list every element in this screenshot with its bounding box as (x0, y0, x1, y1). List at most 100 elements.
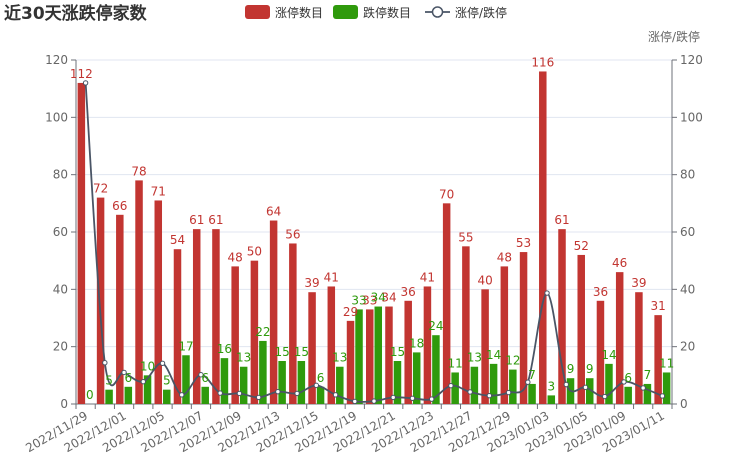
bar-limit-down[interactable] (355, 309, 363, 404)
ratio-point[interactable] (621, 379, 627, 385)
ratio-point[interactable] (486, 392, 493, 399)
ratio-point[interactable] (179, 392, 185, 398)
ratio-point[interactable] (217, 390, 223, 396)
ratio-point[interactable] (563, 381, 569, 388)
bar-limit-down[interactable] (605, 363, 613, 404)
bar-series[interactable] (77, 71, 671, 404)
ratio-point[interactable] (332, 392, 339, 398)
bar-limit-up[interactable] (615, 272, 624, 404)
bar-limit-down[interactable] (182, 355, 190, 404)
bar-limit-up[interactable] (346, 320, 355, 404)
ratio-point[interactable] (102, 360, 108, 366)
bar-limit-up[interactable] (250, 260, 259, 404)
bar-label-limit-down: 13 (467, 351, 482, 365)
ratio-point[interactable] (659, 393, 666, 399)
bar-limit-down[interactable] (336, 366, 344, 404)
bar-limit-up[interactable] (577, 254, 585, 404)
ratio-point[interactable] (294, 390, 300, 397)
bar-limit-down[interactable] (239, 366, 248, 404)
ratio-point[interactable] (236, 390, 243, 397)
bar-limit-down[interactable] (259, 340, 267, 404)
bar-limit-up[interactable] (77, 82, 86, 404)
bar-limit-down[interactable] (220, 358, 229, 404)
ratio-point[interactable] (448, 382, 454, 389)
legend-item[interactable]: 涨停数目 (245, 5, 323, 20)
bar-limit-up[interactable] (308, 292, 316, 404)
bar-limit-down[interactable] (201, 386, 209, 404)
bar-limit-up[interactable] (154, 200, 163, 404)
bar-limit-up[interactable] (539, 71, 547, 404)
bar-limit-up[interactable] (481, 289, 489, 404)
bar-limit-up[interactable] (327, 286, 336, 404)
bar-limit-up[interactable] (423, 286, 432, 404)
ratio-point[interactable] (428, 396, 435, 402)
bar-limit-down[interactable] (547, 395, 556, 404)
bar-limit-up[interactable] (231, 266, 239, 404)
ratio-point[interactable] (352, 398, 358, 405)
ratio-point[interactable] (275, 388, 281, 395)
bar-limit-down[interactable] (624, 386, 632, 404)
ratio-point[interactable] (390, 394, 396, 401)
bar-limit-down[interactable] (278, 361, 286, 404)
bar-limit-up[interactable] (173, 249, 182, 404)
bar-limit-down[interactable] (451, 372, 459, 404)
bar-limit-up[interactable] (654, 315, 662, 404)
bar-limit-down[interactable] (585, 378, 594, 404)
legend[interactable]: 涨停数目 跌停数目 涨停/跌停 (245, 5, 507, 20)
ratio-line-series[interactable] (82, 80, 666, 405)
ratio-point[interactable] (467, 389, 473, 395)
bar-limit-up[interactable] (596, 300, 605, 404)
bar-limit-down[interactable] (124, 386, 133, 404)
ratio-point[interactable] (582, 384, 589, 391)
bar-label-limit-down: 6 (317, 371, 325, 385)
bar-limit-up[interactable] (269, 220, 278, 404)
bar-limit-up[interactable] (366, 309, 374, 404)
bar-limit-up[interactable] (212, 229, 220, 404)
bar-limit-down[interactable] (528, 383, 536, 404)
bar-limit-up[interactable] (558, 229, 566, 404)
ratio-point[interactable] (159, 360, 166, 366)
bar-limit-down[interactable] (297, 361, 306, 404)
bar-limit-up[interactable] (289, 243, 297, 404)
legend-item[interactable]: 跌停数目 (333, 5, 411, 20)
ratio-point[interactable] (409, 395, 416, 401)
bar-limit-down[interactable] (412, 352, 421, 404)
bar-limit-down[interactable] (489, 363, 498, 404)
bar-limit-down[interactable] (143, 375, 152, 404)
bar-limit-down[interactable] (662, 372, 671, 404)
bar-limit-down[interactable] (470, 366, 479, 404)
bar-limit-down[interactable] (163, 389, 171, 404)
bar-limit-down[interactable] (643, 383, 652, 404)
ratio-point[interactable] (505, 389, 512, 396)
ratio-point[interactable] (371, 398, 377, 404)
y-right-tick-label: 40 (680, 282, 695, 296)
bar-limit-down[interactable] (316, 386, 325, 404)
bar-limit-down[interactable] (105, 389, 113, 404)
bar-limit-up[interactable] (442, 203, 451, 404)
bar-limit-down[interactable] (374, 306, 383, 404)
bar-limit-up[interactable] (192, 229, 201, 404)
ratio-point[interactable] (255, 394, 262, 401)
bar-limit-up[interactable] (500, 266, 509, 404)
ratio-point[interactable] (602, 393, 608, 400)
ratio-point[interactable] (121, 369, 127, 376)
bar-limit-up[interactable] (462, 246, 470, 404)
bar-limit-up[interactable] (519, 252, 528, 404)
bar-limit-up[interactable] (96, 197, 105, 404)
bar-limit-down[interactable] (432, 335, 440, 404)
bar-limit-up[interactable] (404, 300, 412, 404)
legend-item[interactable]: 涨停/跌停 (425, 5, 507, 20)
ratio-point[interactable] (82, 80, 89, 86)
bar-limit-up[interactable] (385, 306, 393, 404)
bar-limit-down[interactable] (509, 369, 517, 404)
ratio-point[interactable] (313, 382, 320, 389)
bar-limit-up[interactable] (635, 292, 643, 404)
bar-limit-down[interactable] (393, 361, 402, 404)
bar-limit-up[interactable] (116, 214, 124, 404)
bar-limit-up[interactable] (135, 180, 143, 404)
ratio-point[interactable] (198, 372, 204, 378)
ratio-point[interactable] (640, 385, 646, 391)
ratio-point[interactable] (544, 290, 550, 296)
ratio-point[interactable] (140, 378, 146, 385)
ratio-point[interactable] (525, 379, 531, 385)
